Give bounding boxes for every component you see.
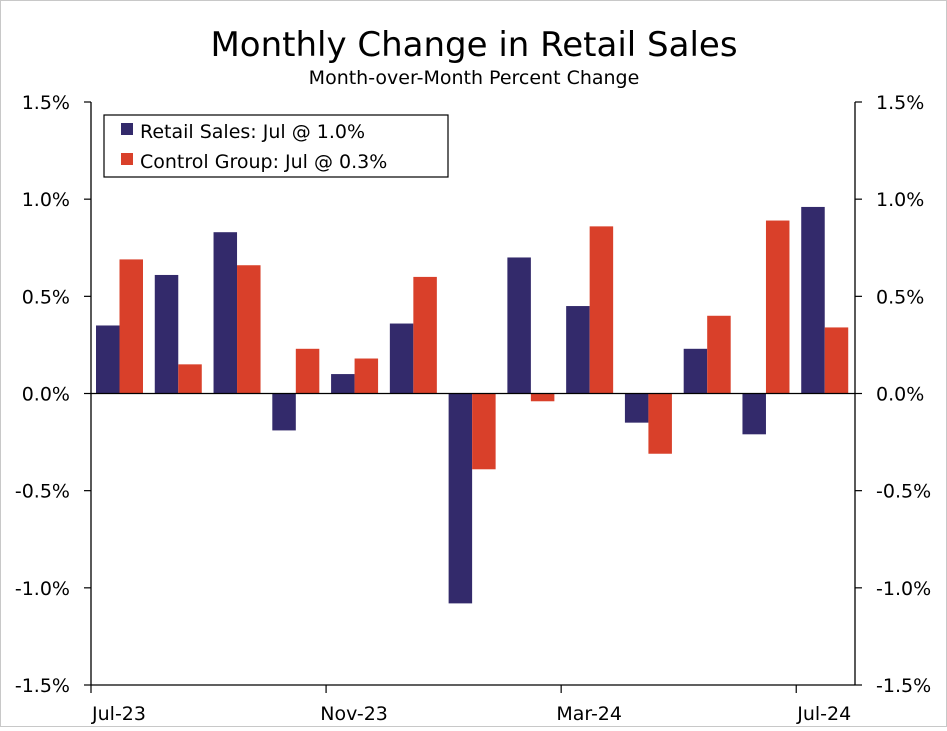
y-tick-label-right: 1.5% <box>876 92 924 114</box>
y-tick-label-left: 1.0% <box>22 189 70 211</box>
bar-control-group-aug-23 <box>178 364 202 394</box>
x-tick-label: Jul-24 <box>796 703 851 725</box>
bar-control-group-may-24 <box>707 315 731 394</box>
y-tick-label-right: 0.5% <box>876 286 924 308</box>
bar-retail-sales-apr-24 <box>624 393 649 423</box>
x-tick-label: Mar-24 <box>556 703 622 725</box>
legend-swatch-control-group <box>121 153 133 165</box>
y-tick-label-left: 1.5% <box>22 92 70 114</box>
legend-swatch-retail-sales <box>121 123 133 135</box>
y-tick-label-right: -1.5% <box>876 675 931 697</box>
legend: Retail Sales: Jul @ 1.0% Control Group: … <box>103 114 449 178</box>
chart-subtitle: Month-over-Month Percent Change <box>309 67 640 89</box>
y-tick-label-left: -0.5% <box>15 481 70 503</box>
bar-retail-sales-jun-24 <box>742 393 766 435</box>
chart-title: Monthly Change in Retail Sales <box>210 25 737 65</box>
legend-label-retail-sales: Retail Sales: Jul @ 1.0% <box>140 121 365 143</box>
y-tick-label-right: 0.0% <box>876 384 924 406</box>
bar-control-group-jul-23 <box>119 259 143 394</box>
bar-retail-sales-jul-24 <box>801 206 825 394</box>
legend-label-control-group: Control Group: Jul @ 0.3% <box>140 151 387 173</box>
y-tick-label-left: 0.5% <box>22 286 70 308</box>
bar-retail-sales-sep-23 <box>213 232 238 394</box>
y-tick-label-left: 0.0% <box>22 384 70 406</box>
bar-control-group-apr-24 <box>648 393 672 454</box>
bar-retail-sales-jan-24 <box>448 393 473 604</box>
bar-control-group-sep-23 <box>237 265 261 394</box>
legend-box <box>103 114 449 178</box>
bar-control-group-dec-23 <box>413 276 437 394</box>
y-tick-label-right: -0.5% <box>876 481 931 503</box>
y-tick-label-left: -1.5% <box>15 675 70 697</box>
y-tick-label-right: 1.0% <box>876 189 924 211</box>
bar-control-group-jul-24 <box>824 327 849 394</box>
bar-retail-sales-jul-23 <box>96 325 120 394</box>
bar-retail-sales-dec-23 <box>389 323 414 394</box>
bar-control-group-oct-23 <box>295 348 320 394</box>
bar-retail-sales-feb-24 <box>507 257 531 394</box>
bar-retail-sales-aug-23 <box>154 274 179 394</box>
bar-control-group-nov-23 <box>354 358 379 394</box>
x-tick-label: Jul-23 <box>91 703 146 725</box>
bar-retail-sales-nov-23 <box>331 374 355 394</box>
x-tick-label: Nov-23 <box>320 703 388 725</box>
bar-control-group-jan-24 <box>472 393 496 470</box>
bar-control-group-feb-24 <box>530 393 555 402</box>
bar-control-group-jun-24 <box>765 220 790 394</box>
bar-retail-sales-may-24 <box>683 348 708 394</box>
y-tick-label-right: -1.0% <box>876 578 931 600</box>
y-tick-label-left: -1.0% <box>15 578 70 600</box>
plot-area: -1.5% -1.5% -1.0% -1.0% -0.5% -0.5% 0.0% 0.0% 0.… <box>15 92 931 725</box>
bar-retail-sales-oct-23 <box>272 393 296 431</box>
bar-control-group-mar-24 <box>589 226 614 394</box>
bar-retail-sales-mar-24 <box>566 306 590 394</box>
